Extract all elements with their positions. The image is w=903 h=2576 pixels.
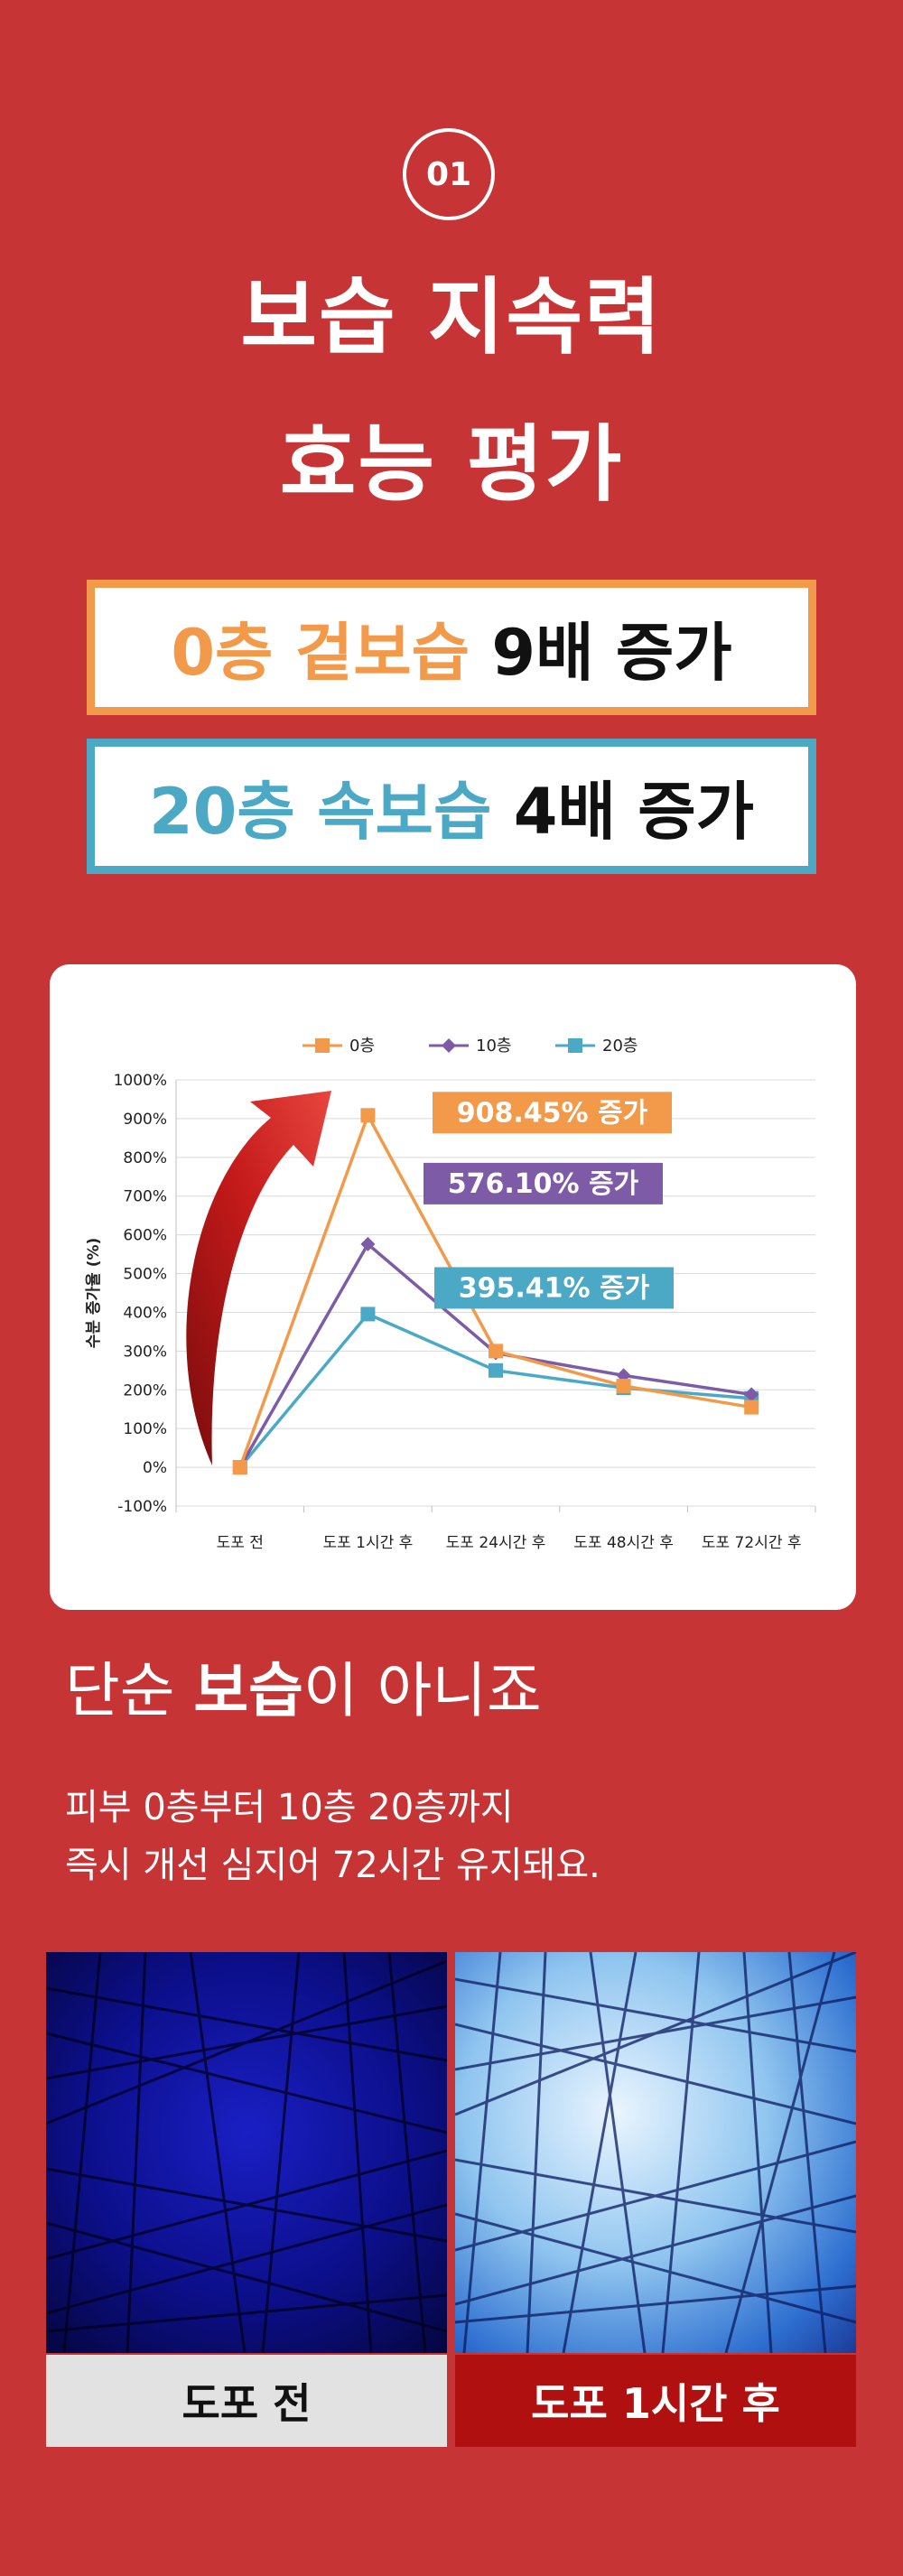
data-point <box>568 1038 582 1053</box>
highlight-layer0-value: 9배 증가 <box>491 615 732 690</box>
x-tick-label: 도포 24시간 후 <box>446 1534 546 1552</box>
y-tick-label: 600% <box>123 1227 167 1245</box>
skin-image-before <box>46 1952 447 2353</box>
annotation-box <box>433 1092 672 1134</box>
x-tick-label: 도포 48시간 후 <box>573 1534 674 1552</box>
y-tick-label: 300% <box>123 1343 167 1361</box>
highlight-layer0-label: 0층 겉보습 <box>171 615 470 690</box>
y-tick-label: 700% <box>123 1188 167 1206</box>
data-point <box>442 1038 456 1053</box>
section-number-badge: 01 <box>403 128 495 220</box>
y-tick-label: 0% <box>143 1459 167 1477</box>
heading-bold: 보습 <box>193 1656 303 1725</box>
skin-texture-before <box>46 1952 447 2353</box>
y-axis-label: 수분 증가율 (%) <box>85 1238 103 1349</box>
highlight-box-layer0: 0층 겉보습 9배 증가 <box>87 580 816 715</box>
highlight-layer20-label: 20층 속보습 <box>148 774 492 849</box>
x-tick-label: 도포 1시간 후 <box>322 1534 413 1552</box>
legend-item: 0층 <box>303 1037 375 1056</box>
description-line2: 즉시 개선 심지어 72시간 유지돼요. <box>65 1845 600 1886</box>
annotation-label: 395.41% 증가 <box>459 1272 650 1304</box>
heading-post: 이 아니죠 <box>303 1656 542 1725</box>
y-tick-label: 100% <box>123 1420 167 1438</box>
caption-before: 도포 전 <box>46 2355 447 2447</box>
legend-item: 10층 <box>429 1037 511 1056</box>
x-tick-label: 도포 전 <box>217 1534 264 1552</box>
annotation-box <box>434 1267 674 1309</box>
data-point <box>360 1236 376 1251</box>
annotation-box <box>424 1162 663 1204</box>
y-tick-label: 200% <box>123 1381 167 1400</box>
y-tick-label: 400% <box>123 1304 167 1322</box>
data-point <box>489 1344 503 1359</box>
annotation-label: 576.10% 증가 <box>448 1168 639 1200</box>
highlight-layer20-value: 4배 증가 <box>513 774 755 849</box>
chart-card: 1000% 900% 800% 700% 600% 500% 400% 300% 200% 100… <box>50 964 856 1610</box>
legend-label: 0층 <box>349 1037 375 1056</box>
data-point <box>744 1387 759 1402</box>
description-line1: 피부 0층부터 10층 20층까지 <box>65 1787 514 1828</box>
highlight-box-layer20: 20층 속보습 4배 증가 <box>87 739 816 874</box>
series-line <box>238 1312 752 1469</box>
y-tick-label: 900% <box>123 1111 167 1129</box>
data-point <box>744 1400 759 1415</box>
data-point <box>360 1307 376 1322</box>
data-point <box>360 1108 376 1123</box>
y-tick-label: -100% <box>117 1498 167 1516</box>
increase-arrow-icon <box>186 1091 331 1465</box>
moisture-line-chart: 1000% 900% 800% 700% 600% 500% 400% 300% 200% 100… <box>85 1037 816 1552</box>
data-point <box>315 1038 330 1053</box>
y-tick-label: 500% <box>123 1266 167 1284</box>
data-point <box>232 1460 247 1475</box>
skin-image-after <box>455 1952 856 2353</box>
heading-pre: 단순 <box>65 1656 194 1725</box>
page-title-line1: 보습 지속력 <box>240 269 663 366</box>
legend-item: 20층 <box>555 1037 638 1056</box>
legend-label: 10층 <box>476 1037 511 1056</box>
data-point <box>489 1362 503 1378</box>
x-tick-label: 도포 72시간 후 <box>702 1534 802 1552</box>
y-tick-label: 800% <box>123 1149 167 1167</box>
section-heading: 단순 보습이 아니죠 <box>65 1654 542 1728</box>
skin-texture-after <box>455 1952 856 2353</box>
data-point <box>616 1378 631 1393</box>
page-title-line2: 효능 평가 <box>279 416 624 513</box>
legend-label: 20층 <box>602 1037 638 1056</box>
annotation-label: 908.45% 증가 <box>457 1097 648 1129</box>
caption-after: 도포 1시간 후 <box>455 2355 856 2447</box>
y-tick-label: 1000% <box>114 1072 167 1090</box>
